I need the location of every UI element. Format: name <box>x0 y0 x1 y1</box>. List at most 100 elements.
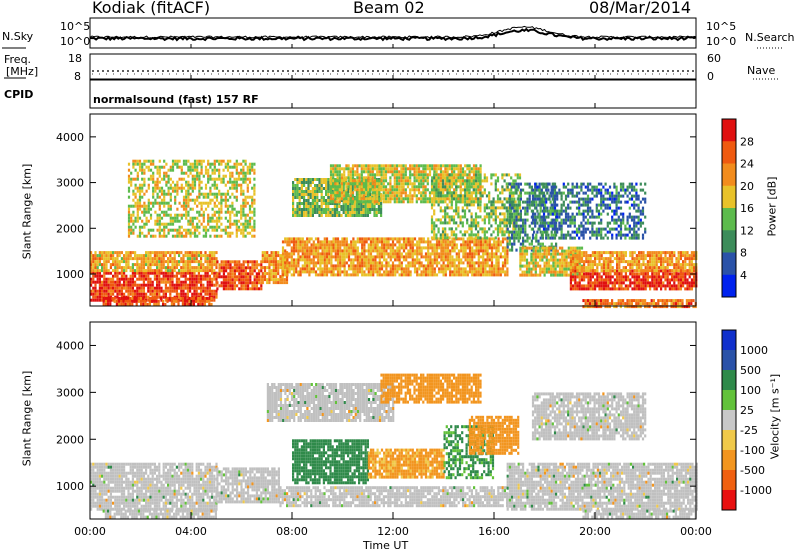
heatmap-cell <box>260 278 263 282</box>
heatmap-cell <box>585 284 588 288</box>
heatmap-cell <box>129 289 132 293</box>
heatmap-cell <box>547 258 551 262</box>
heatmap-cell <box>400 255 403 259</box>
heatmap-cell <box>340 205 343 208</box>
heatmap-cell <box>347 273 351 277</box>
heatmap-cell <box>459 185 462 189</box>
heatmap-cell <box>349 167 352 171</box>
heatmap-cell <box>457 209 460 213</box>
heatmap-cell <box>140 271 143 275</box>
heatmap-cell <box>162 271 165 275</box>
heatmap-cell <box>521 273 524 277</box>
heatmap-cell <box>334 243 337 247</box>
heatmap-cell <box>147 260 150 264</box>
heatmap-cell <box>334 264 337 268</box>
heatmap-cell <box>444 243 447 247</box>
heatmap-cell <box>298 190 301 193</box>
heatmap-cell <box>328 270 331 274</box>
heatmap-cell <box>471 258 474 262</box>
heatmap-cell <box>574 272 577 276</box>
heatmap-cell <box>545 261 548 265</box>
heatmap-cell <box>116 280 119 284</box>
heatmap-cell <box>428 197 432 201</box>
heatmap-cell <box>197 292 200 296</box>
heatmap-cell <box>415 200 418 204</box>
heatmap-cell <box>450 230 453 234</box>
heatmap-cell <box>404 167 407 171</box>
heatmap-cell <box>272 251 275 255</box>
heatmap-cell <box>342 208 345 211</box>
heatmap-cell <box>558 246 562 250</box>
heatmap-cell <box>395 173 399 177</box>
heatmap-cell <box>474 173 478 177</box>
heatmap-cell <box>145 251 148 255</box>
heatmap-cell <box>457 167 460 171</box>
heatmap-cell <box>395 200 399 204</box>
heatmap-cell <box>528 200 531 204</box>
heatmap-cell <box>120 299 123 303</box>
heatmap-cell <box>118 263 121 267</box>
heatmap-cell <box>191 254 194 258</box>
heatmap-cell <box>242 272 245 276</box>
heatmap-cell <box>506 252 509 256</box>
heatmap-cell <box>345 237 348 241</box>
heatmap-cell <box>347 264 351 268</box>
heatmap-cell <box>353 214 356 217</box>
heatmap-cell <box>459 200 462 204</box>
heatmap-cell <box>367 176 370 180</box>
heatmap-cell <box>565 267 568 271</box>
heatmap-cell <box>336 167 339 171</box>
heatmap-cell <box>303 196 306 199</box>
heatmap-cell <box>653 281 656 285</box>
heatmap-cell <box>477 200 480 204</box>
heatmap-cell <box>522 200 525 204</box>
heatmap-cell <box>351 205 354 208</box>
heatmap-cell <box>499 255 502 259</box>
heatmap-cell <box>206 283 209 287</box>
heatmap-cell <box>499 191 502 195</box>
heatmap-cell <box>215 295 218 299</box>
heatmap-cell <box>270 272 273 276</box>
heatmap-cell <box>490 209 493 213</box>
heatmap-cell <box>360 176 363 180</box>
heatmap-cell <box>481 179 484 183</box>
heatmap-cell <box>486 255 489 259</box>
heatmap-cell <box>513 236 516 240</box>
heatmap-cell <box>453 176 456 180</box>
heatmap-cell <box>547 252 551 256</box>
heatmap-cell <box>362 208 365 211</box>
heatmap-cell <box>482 273 485 277</box>
heatmap-cell <box>376 200 379 204</box>
heatmap-cell <box>503 206 506 210</box>
heatmap-cell <box>409 264 412 268</box>
heatmap-cell <box>444 173 447 177</box>
heatmap-cell <box>450 185 453 189</box>
heatmap-cell <box>400 237 403 241</box>
heatmap-cell <box>129 274 132 278</box>
heatmap-cell <box>574 269 577 273</box>
heatmap-cell <box>233 260 236 264</box>
heatmap-cell <box>433 221 436 225</box>
heatmap-cell <box>101 289 104 293</box>
heatmap-cell <box>98 257 101 261</box>
heatmap-cell <box>151 260 154 264</box>
heatmap-cell <box>675 287 678 291</box>
heatmap-cell <box>440 246 443 250</box>
heatmap-cell <box>616 269 619 273</box>
heatmap-cell <box>369 267 373 271</box>
heatmap-cell <box>473 261 476 265</box>
heatmap-cell <box>611 275 614 279</box>
heatmap-cell <box>325 255 329 259</box>
n-search-label: N.Search <box>745 31 795 44</box>
heatmap-cell <box>504 261 507 265</box>
heatmap-cell <box>409 188 412 192</box>
heatmap-cell <box>558 261 562 265</box>
heatmap-cell <box>340 194 344 198</box>
heatmap-cell <box>418 261 421 265</box>
heatmap-cell <box>376 261 379 265</box>
heatmap-cell <box>539 270 542 274</box>
heatmap-cell <box>138 257 141 261</box>
heatmap-cell <box>145 269 148 273</box>
heatmap-cell <box>320 208 323 211</box>
heatmap-cell <box>433 261 436 265</box>
